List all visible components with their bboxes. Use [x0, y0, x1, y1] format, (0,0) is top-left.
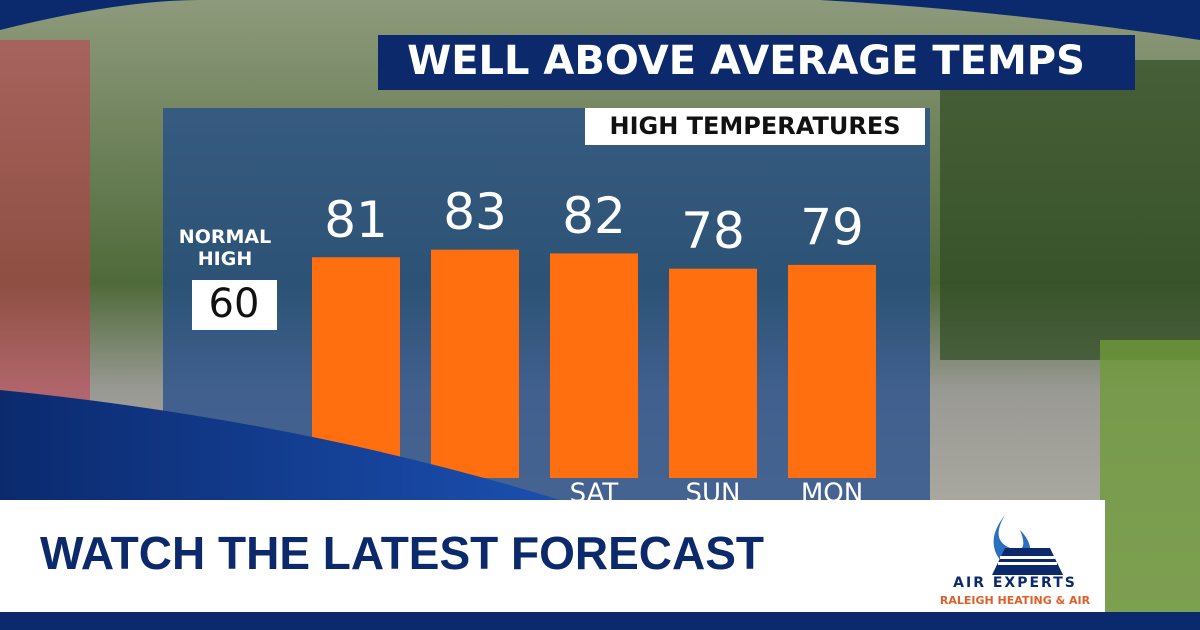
- value-label: 78: [681, 202, 745, 260]
- normal-value: 60: [209, 281, 260, 327]
- value-label: 79: [800, 198, 864, 256]
- normal-label: NORMAL HIGH: [178, 226, 272, 270]
- sponsor-name: AIR EXPERTS: [953, 575, 1077, 591]
- trees: [940, 60, 1200, 360]
- corner-swoosh: [0, 0, 200, 30]
- value-label: 83: [443, 183, 507, 241]
- blur-figure: [0, 40, 90, 420]
- forecast-banner[interactable]: WATCH THE LATEST FORECAST: [40, 527, 764, 579]
- sponsor-logo: AIR EXPERTS RALEIGH HEATING & AIR: [940, 515, 1091, 607]
- bar: [431, 249, 519, 478]
- chart-subtitle: HIGH TEMPERATURES: [610, 112, 901, 140]
- value-label: 82: [562, 187, 626, 245]
- grass: [1100, 340, 1200, 630]
- title-banner: [378, 35, 1135, 90]
- bar: [788, 264, 876, 478]
- chart-title: WELL ABOVE AVERAGE TEMPS: [407, 38, 1085, 84]
- value-label: 81: [324, 191, 388, 249]
- normal-value-box: [192, 280, 277, 330]
- bottom-swoosh: [0, 390, 560, 500]
- sponsor-tagline: RALEIGH HEATING & AIR: [940, 594, 1091, 607]
- subtitle-box: [585, 108, 925, 145]
- bar: [669, 268, 757, 478]
- bottom-banner: [0, 500, 1105, 612]
- bottom-strip: [0, 612, 1200, 630]
- normal-label-box: NORMAL HIGH: [178, 226, 272, 270]
- corner-swoosh: [820, 0, 1200, 40]
- bar: [550, 253, 638, 478]
